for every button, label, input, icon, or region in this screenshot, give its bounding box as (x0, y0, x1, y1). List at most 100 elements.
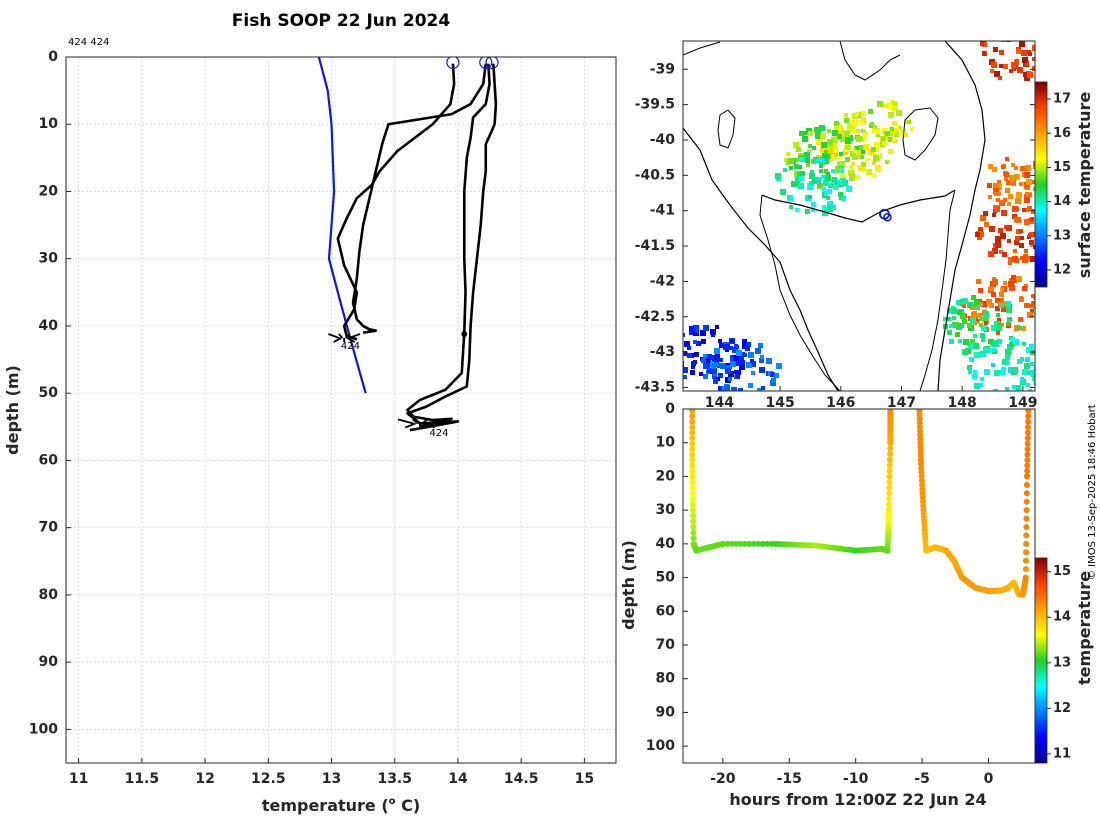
map-sst-pixel (1040, 354, 1044, 358)
map-sst-pixel (991, 325, 997, 331)
map-sst-pixel (872, 161, 876, 165)
map-sst-pixel (718, 339, 722, 343)
map-sst-pixel (875, 148, 879, 152)
profile-grid (66, 56, 616, 763)
map-sst-pixel (996, 198, 1000, 202)
map-sst-pixel (700, 330, 706, 336)
profile-ytick-label: 30 (39, 251, 59, 267)
map-sst-pixel (845, 138, 851, 144)
map-sst-pixel (1030, 256, 1035, 262)
map-sst-pixel (975, 232, 980, 237)
map-sst-pixel (996, 184, 1002, 190)
map-sst-pixel (1031, 294, 1035, 298)
map-sst-pixel (978, 227, 983, 232)
map-sst-pixel (892, 138, 896, 142)
map-sst-pixel (1035, 364, 1039, 368)
map-sst-pixel (981, 353, 985, 357)
map-sst-pixel (816, 139, 822, 145)
map-sst-pixel (675, 349, 681, 355)
map-sst-pixel (1029, 370, 1034, 375)
section-point (887, 409, 894, 414)
map-sst-pixel (824, 169, 828, 173)
map-sst-pixel (1007, 317, 1012, 322)
map-sst-pixel (809, 173, 815, 179)
map-sst-pixel (705, 358, 711, 364)
section-frame (682, 408, 1036, 764)
map-sst-pixel (1008, 261, 1012, 265)
section-point (689, 473, 696, 480)
map-sst-pixel (833, 185, 838, 190)
profile-top-note: 424 424 (68, 37, 109, 48)
map-sst-pixel (988, 251, 994, 257)
section-point (690, 518, 697, 525)
section-point (920, 502, 927, 509)
map-sst-pixel (1046, 53, 1052, 59)
map-sst-pixel (1009, 278, 1014, 283)
map-sst-pixel (1031, 301, 1035, 306)
map-sst-pixel (866, 169, 872, 175)
map-sst-pixel (992, 279, 998, 285)
map-sst-pixel (833, 143, 837, 147)
map-sst-pixel (703, 354, 707, 358)
map-sst-pixel (683, 375, 687, 379)
map-sst-pixel (980, 42, 984, 46)
map-sst-pixel (983, 211, 988, 216)
map-sst-pixel (967, 302, 973, 308)
map-sst-pixel (983, 317, 987, 321)
profile-xlabel-main: temperature ( (262, 796, 389, 815)
map-sst-pixel (786, 161, 790, 165)
map-sst-pixel (1021, 50, 1027, 56)
map-sst-pixel (992, 28, 996, 32)
map-sst-pixel (791, 181, 797, 187)
map-sst-pixel (999, 35, 1004, 40)
map-sst-pixel (683, 351, 687, 356)
map-sst-pixel (1008, 367, 1014, 373)
map-sst-pixel (860, 155, 864, 159)
map-sst-pixel (677, 365, 683, 371)
map-sst-pixel (1025, 357, 1030, 362)
map-sst-pixel (1019, 41, 1025, 47)
section-colorbar-tick-label: 11 (1053, 746, 1071, 761)
section-point (886, 467, 893, 474)
map-sst-pixel (861, 150, 865, 154)
map-sst-pixel (717, 363, 722, 368)
map-sst-pixel (995, 242, 1001, 248)
map-sst-pixel (993, 188, 999, 194)
map-sst-pixel (1032, 180, 1035, 184)
map-sst-pixel (874, 128, 880, 134)
map-sst-pixel (1043, 52, 1049, 58)
map-sst-pixel (979, 383, 983, 387)
section-point (886, 495, 893, 502)
map-sst-pixel (699, 372, 703, 376)
map-ytick-label: -39.5 (635, 97, 675, 113)
map-sst-pixel (805, 158, 810, 163)
map-sst-pixel (999, 292, 1004, 297)
map-sst-pixel (761, 386, 765, 390)
map-sst-pixel (852, 120, 858, 126)
map-sst-pixel (696, 341, 701, 346)
map-sst-pixel (975, 305, 980, 310)
map-sst-pixel (973, 343, 979, 349)
profile-series-line (351, 63, 488, 334)
section-ytick-label: 20 (656, 468, 676, 484)
map-sst-pixel (1005, 349, 1011, 355)
section-point (690, 524, 697, 530)
map-sst-pixel (999, 250, 1003, 254)
profile-bottom-spike (338, 333, 344, 339)
map-sst-pixel (978, 313, 982, 317)
map-sst-pixel (1027, 72, 1033, 78)
map-sst-pixel (1006, 307, 1012, 313)
section-point (1023, 481, 1030, 488)
map-sst-pixel (983, 311, 989, 317)
map-sst-pixel (827, 189, 832, 194)
map-sst-pixel (1041, 39, 1047, 45)
profile-xtick-label: 12.5 (251, 771, 286, 787)
map-sst-pixel (1024, 172, 1030, 178)
map-sst-pixel (1011, 275, 1016, 280)
map-sst-pixel (883, 104, 887, 108)
section-point (689, 440, 696, 447)
map-colorbar-label: surface temperature (1075, 92, 1094, 279)
map-sst-pixel (1018, 24, 1023, 29)
victoria-coast-west (683, 41, 721, 56)
profile-xtick-label: 13 (322, 771, 341, 787)
